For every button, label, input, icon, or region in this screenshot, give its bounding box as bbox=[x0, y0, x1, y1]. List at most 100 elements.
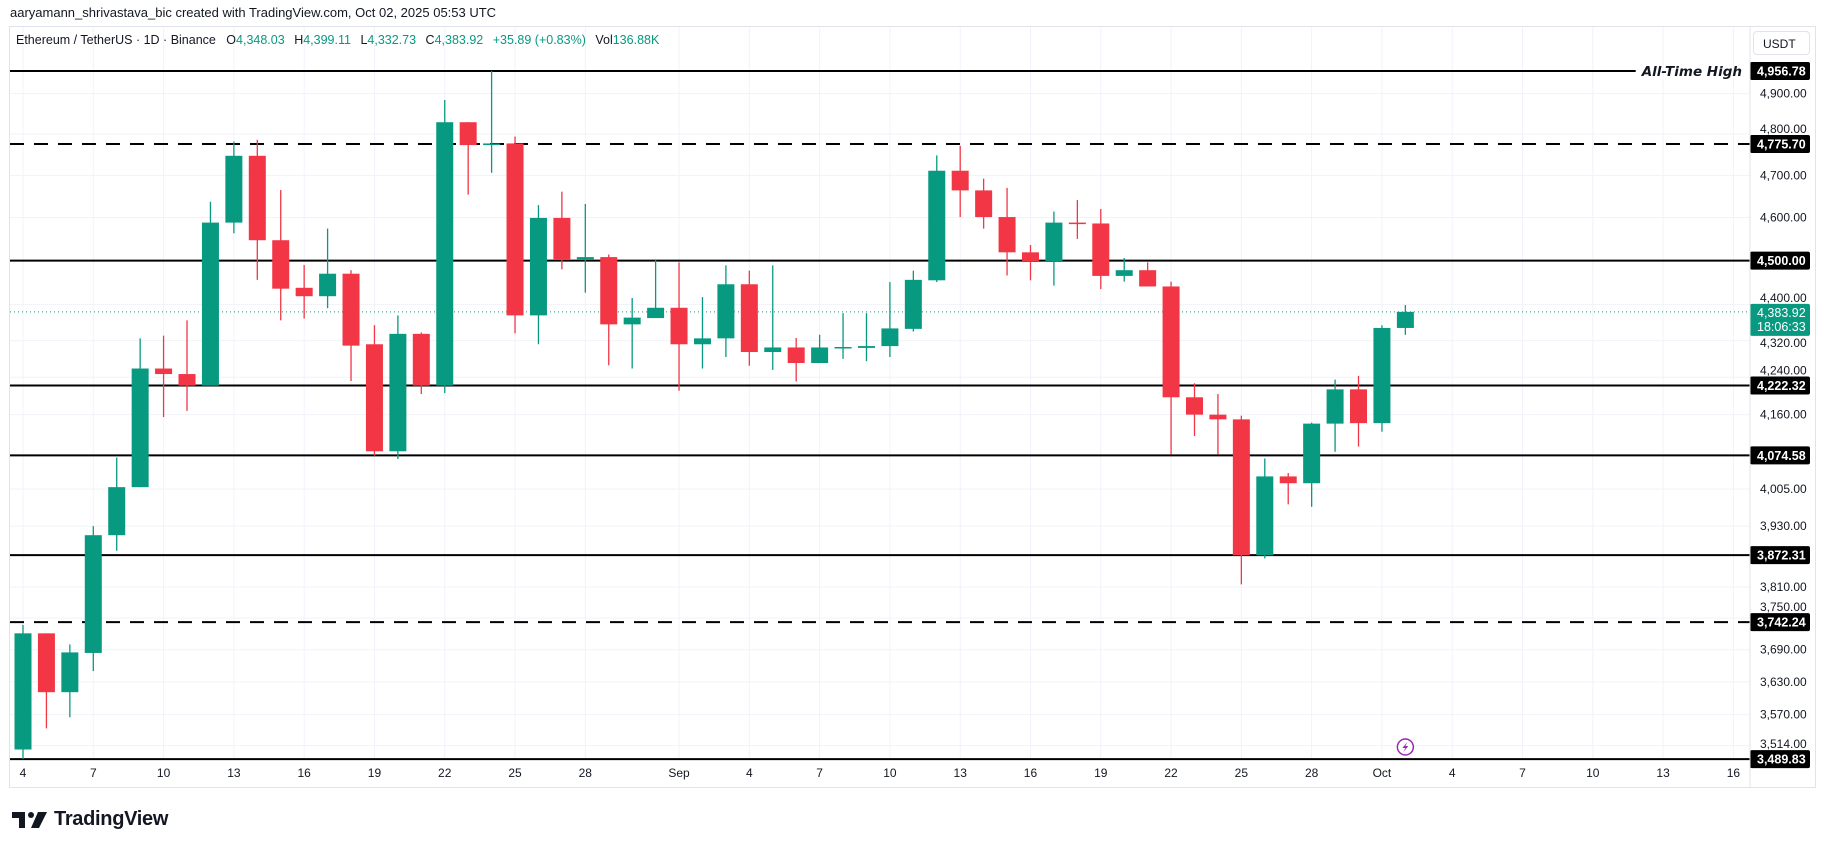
candle[interactable] bbox=[904, 270, 922, 332]
candle[interactable] bbox=[834, 313, 852, 359]
y-tick-label: 4,700.00 bbox=[1760, 168, 1807, 182]
x-tick-label: 13 bbox=[954, 766, 968, 780]
x-tick-label: 4 bbox=[1449, 766, 1456, 780]
candle[interactable] bbox=[1092, 208, 1110, 290]
price-level-tag bbox=[1750, 376, 1810, 395]
candle[interactable] bbox=[811, 334, 829, 364]
x-tick-label: 28 bbox=[1305, 766, 1319, 780]
candle[interactable] bbox=[365, 325, 383, 456]
candle[interactable] bbox=[1303, 422, 1321, 507]
candle[interactable] bbox=[225, 141, 243, 234]
y-tick-label: 3,514.00 bbox=[1760, 737, 1807, 751]
volume-label: Vol bbox=[595, 33, 613, 47]
candle[interactable] bbox=[857, 313, 875, 362]
candle[interactable] bbox=[576, 203, 594, 293]
candle[interactable] bbox=[319, 228, 337, 309]
candle[interactable] bbox=[529, 205, 547, 345]
candle[interactable] bbox=[342, 270, 360, 381]
candle[interactable] bbox=[693, 297, 711, 369]
candle[interactable] bbox=[436, 100, 454, 394]
candle-body bbox=[1045, 222, 1063, 262]
candle[interactable] bbox=[600, 254, 618, 366]
candle[interactable] bbox=[201, 201, 219, 386]
candle[interactable] bbox=[1045, 211, 1063, 286]
x-tick-label: 10 bbox=[157, 766, 171, 780]
candle[interactable] bbox=[14, 624, 32, 760]
candle-body bbox=[1209, 414, 1227, 420]
candle[interactable] bbox=[1279, 473, 1297, 505]
tradingview-logo-text: TradingView bbox=[54, 808, 169, 830]
candle[interactable] bbox=[1139, 262, 1157, 287]
candle[interactable] bbox=[389, 315, 407, 459]
y-tick-label: 4,600.00 bbox=[1760, 210, 1807, 224]
candle[interactable] bbox=[1209, 394, 1227, 455]
candle-body bbox=[1326, 389, 1344, 424]
y-tick-label: 3,630.00 bbox=[1760, 675, 1807, 689]
candle[interactable] bbox=[131, 338, 149, 488]
candle[interactable] bbox=[506, 136, 524, 334]
candle[interactable] bbox=[1326, 379, 1344, 452]
candle[interactable] bbox=[84, 526, 102, 672]
candle[interactable] bbox=[1373, 325, 1391, 432]
candle[interactable] bbox=[412, 332, 430, 395]
candle-body bbox=[248, 155, 266, 241]
candle[interactable] bbox=[272, 189, 290, 321]
candle[interactable] bbox=[483, 71, 501, 173]
x-tick-label: 4 bbox=[20, 766, 27, 780]
candle[interactable] bbox=[740, 270, 758, 366]
candle[interactable] bbox=[623, 297, 641, 369]
candle[interactable] bbox=[1232, 415, 1250, 585]
x-tick-label: 13 bbox=[1656, 766, 1670, 780]
candle[interactable] bbox=[998, 187, 1016, 276]
x-tick-label: 19 bbox=[368, 766, 382, 780]
bar-countdown: 18:06:33 bbox=[1757, 320, 1806, 334]
candle-body bbox=[600, 257, 618, 325]
candle[interactable] bbox=[951, 145, 969, 218]
lightning-icon[interactable] bbox=[1396, 738, 1415, 756]
currency-button[interactable]: USDT bbox=[1753, 31, 1810, 55]
candle[interactable] bbox=[787, 337, 805, 382]
candle-body bbox=[951, 170, 969, 191]
y-tick-label: 3,930.00 bbox=[1760, 519, 1807, 533]
x-tick-label: 16 bbox=[1727, 766, 1741, 780]
candle[interactable] bbox=[928, 155, 946, 283]
candle[interactable] bbox=[155, 335, 173, 418]
candle-body bbox=[201, 222, 219, 386]
candle-body bbox=[342, 273, 360, 346]
candle[interactable] bbox=[881, 282, 899, 358]
price-level-tag bbox=[1750, 613, 1810, 632]
candle[interactable] bbox=[1350, 375, 1368, 447]
candle[interactable] bbox=[1162, 281, 1180, 455]
candle-body bbox=[84, 535, 102, 653]
candle[interactable] bbox=[975, 178, 993, 229]
candle[interactable] bbox=[647, 259, 665, 319]
candle[interactable] bbox=[108, 457, 126, 551]
candle[interactable] bbox=[1068, 200, 1086, 239]
candle[interactable] bbox=[1186, 383, 1203, 436]
tradingview-logo[interactable]: TradingView bbox=[12, 808, 168, 831]
candle-body bbox=[764, 347, 782, 353]
candle-body bbox=[483, 143, 501, 146]
candle[interactable] bbox=[670, 262, 688, 391]
candle[interactable] bbox=[1396, 305, 1414, 335]
candle[interactable] bbox=[61, 644, 79, 718]
candle[interactable] bbox=[178, 320, 196, 411]
candle[interactable] bbox=[1115, 257, 1133, 282]
y-tick-label: 4,400.00 bbox=[1760, 291, 1807, 305]
price-level-label: 3,742.24 bbox=[1757, 616, 1806, 630]
candle[interactable] bbox=[717, 265, 735, 358]
symbol-name[interactable]: Ethereum / TetherUS · 1D · Binance bbox=[16, 33, 216, 47]
x-tick-label: 16 bbox=[1024, 766, 1038, 780]
candle[interactable] bbox=[1256, 458, 1274, 559]
candle[interactable] bbox=[459, 122, 477, 195]
candle[interactable] bbox=[37, 633, 55, 729]
candle[interactable] bbox=[1021, 244, 1039, 281]
candle[interactable] bbox=[248, 139, 266, 280]
candle[interactable] bbox=[553, 191, 571, 270]
candle[interactable] bbox=[764, 265, 782, 370]
candle[interactable] bbox=[295, 264, 313, 319]
candle-body bbox=[1396, 311, 1414, 328]
axes: 4 7 10 13 16 19 22 25 28 Sep 4 7 10 13 16 19 22 25 28 Oct 4 7… bbox=[20, 27, 1810, 788]
candle-body bbox=[506, 143, 524, 316]
